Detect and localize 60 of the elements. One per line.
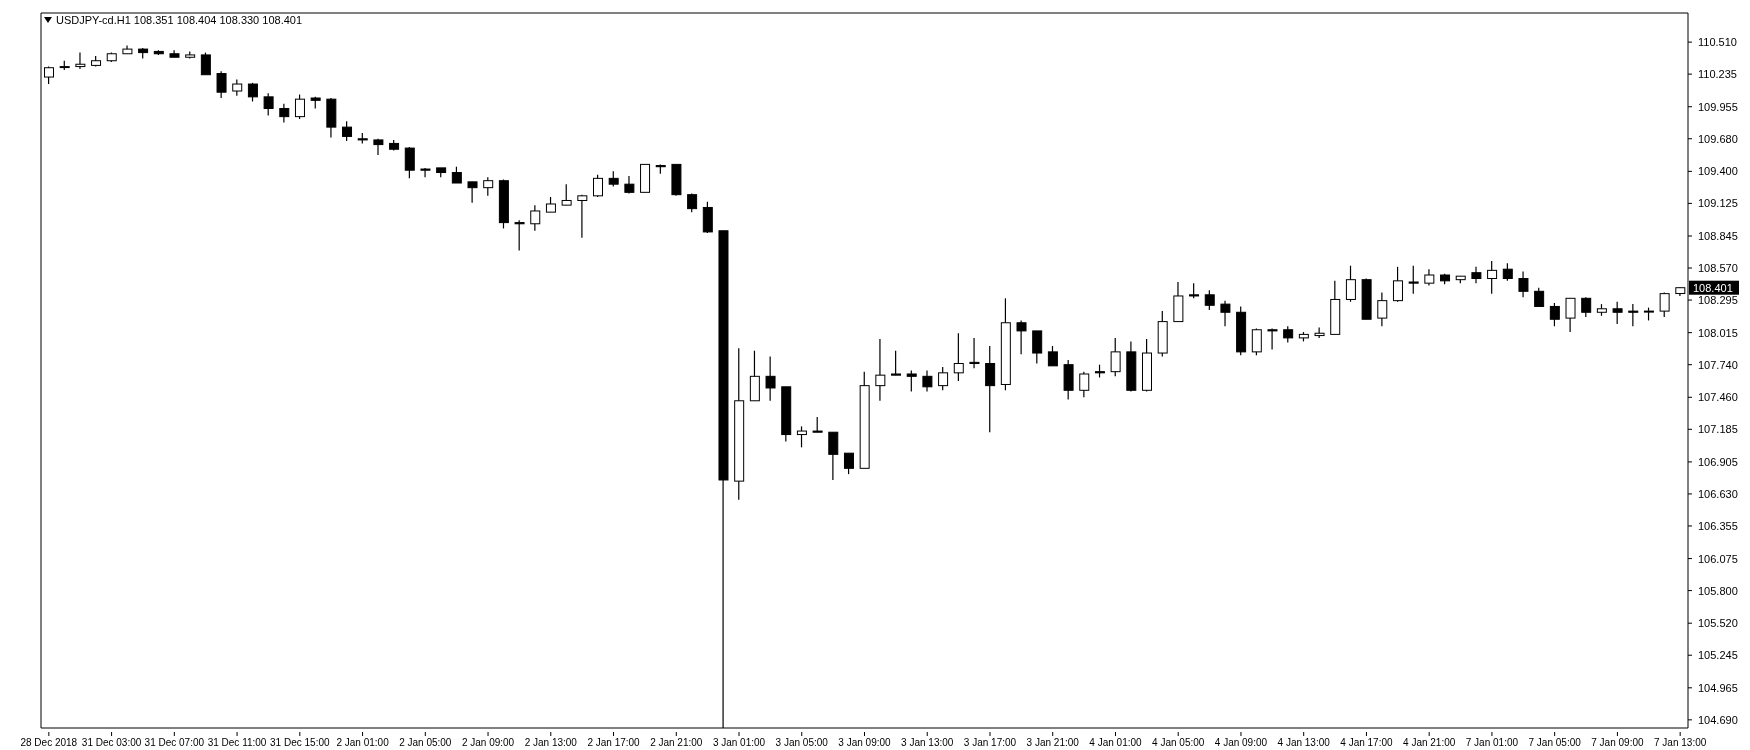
y-tick-label: 108.295 [1698, 294, 1738, 307]
x-tick-label: 4 Jan 21:00 [1403, 737, 1456, 748]
x-tick-label: 3 Jan 21:00 [1026, 737, 1080, 748]
y-tick-label: 107.460 [1698, 391, 1738, 404]
y-tick-label: 107.740 [1698, 358, 1738, 371]
chart-title: USDJPY-cd.H1 108.351 108.404 108.330 108.401 [56, 14, 303, 26]
y-tick-label: 106.075 [1698, 552, 1738, 565]
y-tick-label: 105.520 [1698, 617, 1738, 630]
x-tick-label: 7 Jan 09:00 [1591, 737, 1644, 748]
candlestick [1220, 300, 1231, 327]
x-tick-label: 2 Jan 09:00 [461, 737, 515, 748]
x-tick-label: 3 Jan 09:00 [838, 737, 892, 748]
y-tick-label: 110.235 [1698, 68, 1737, 81]
x-tick-label: 7 Jan 05:00 [1528, 737, 1582, 748]
x-tick-label: 4 Jan 17:00 [1340, 737, 1394, 748]
candlestick [1267, 328, 1278, 350]
x-tick-label: 3 Jan 05:00 [775, 737, 829, 748]
x-tick-label: 3 Jan 17:00 [963, 737, 1017, 748]
candlestick [577, 194, 588, 238]
x-tick-label: 4 Jan 09:00 [1214, 737, 1268, 748]
y-tick-label: 104.965 [1698, 681, 1738, 694]
y-tick-label: 104.690 [1698, 713, 1738, 726]
y-tick-label: 106.355 [1698, 519, 1738, 532]
x-tick-label: 3 Jan 13:00 [901, 737, 954, 748]
x-tick-label: 4 Jan 05:00 [1152, 737, 1205, 748]
y-tick-label: 109.955 [1698, 100, 1738, 113]
candlestick [75, 52, 86, 69]
y-tick-label: 106.905 [1698, 455, 1738, 468]
x-tick-label: 31 Dec 11:00 [207, 737, 267, 748]
candlestick [420, 167, 431, 178]
x-tick-label: 2 Jan 13:00 [524, 737, 578, 748]
text: 108.401 [1693, 281, 1733, 294]
candlestick [969, 337, 980, 369]
y-tick-label: 105.800 [1698, 584, 1738, 597]
y-tick-label: 109.400 [1698, 165, 1738, 178]
x-tick-label: 31 Dec 03:00 [81, 737, 142, 748]
candlestick [875, 339, 886, 401]
y-tick-label: 108.015 [1698, 326, 1738, 339]
y-tick-label: 108.845 [1698, 230, 1738, 242]
y-tick-label: 109.680 [1698, 132, 1738, 145]
candlestick [373, 138, 384, 156]
y-tick-label: 106.630 [1698, 487, 1738, 500]
x-tick-label: 7 Jan 01:00 [1465, 737, 1519, 748]
x-tick-label: 31 Dec 07:00 [144, 737, 205, 748]
x-tick-label: 4 Jan 13:00 [1277, 737, 1331, 748]
x-tick-label: 3 Jan 01:00 [712, 737, 766, 748]
x-tick-label: 28 Dec 2018 [20, 737, 78, 748]
y-tick-label: 107.185 [1698, 423, 1738, 436]
y-tick-label: 105.245 [1698, 649, 1738, 662]
x-tick-label: 31 Dec 15:00 [270, 737, 330, 748]
y-tick-label: 109.125 [1698, 197, 1738, 210]
x-tick-label: 4 Jan 01:00 [1089, 737, 1143, 748]
x-tick-label: 2 Jan 01:00 [336, 737, 390, 748]
x-tick-label: 2 Jan 21:00 [650, 737, 703, 748]
x-tick-label: 2 Jan 17:00 [587, 737, 641, 748]
candlestick [1471, 266, 1482, 284]
y-tick-label: 108.570 [1698, 262, 1738, 275]
x-tick-label: 2 Jan 05:00 [399, 737, 452, 748]
y-tick-label: 110.510 [1698, 36, 1737, 49]
x-tick-label: 7 Jan 13:00 [1654, 737, 1707, 748]
